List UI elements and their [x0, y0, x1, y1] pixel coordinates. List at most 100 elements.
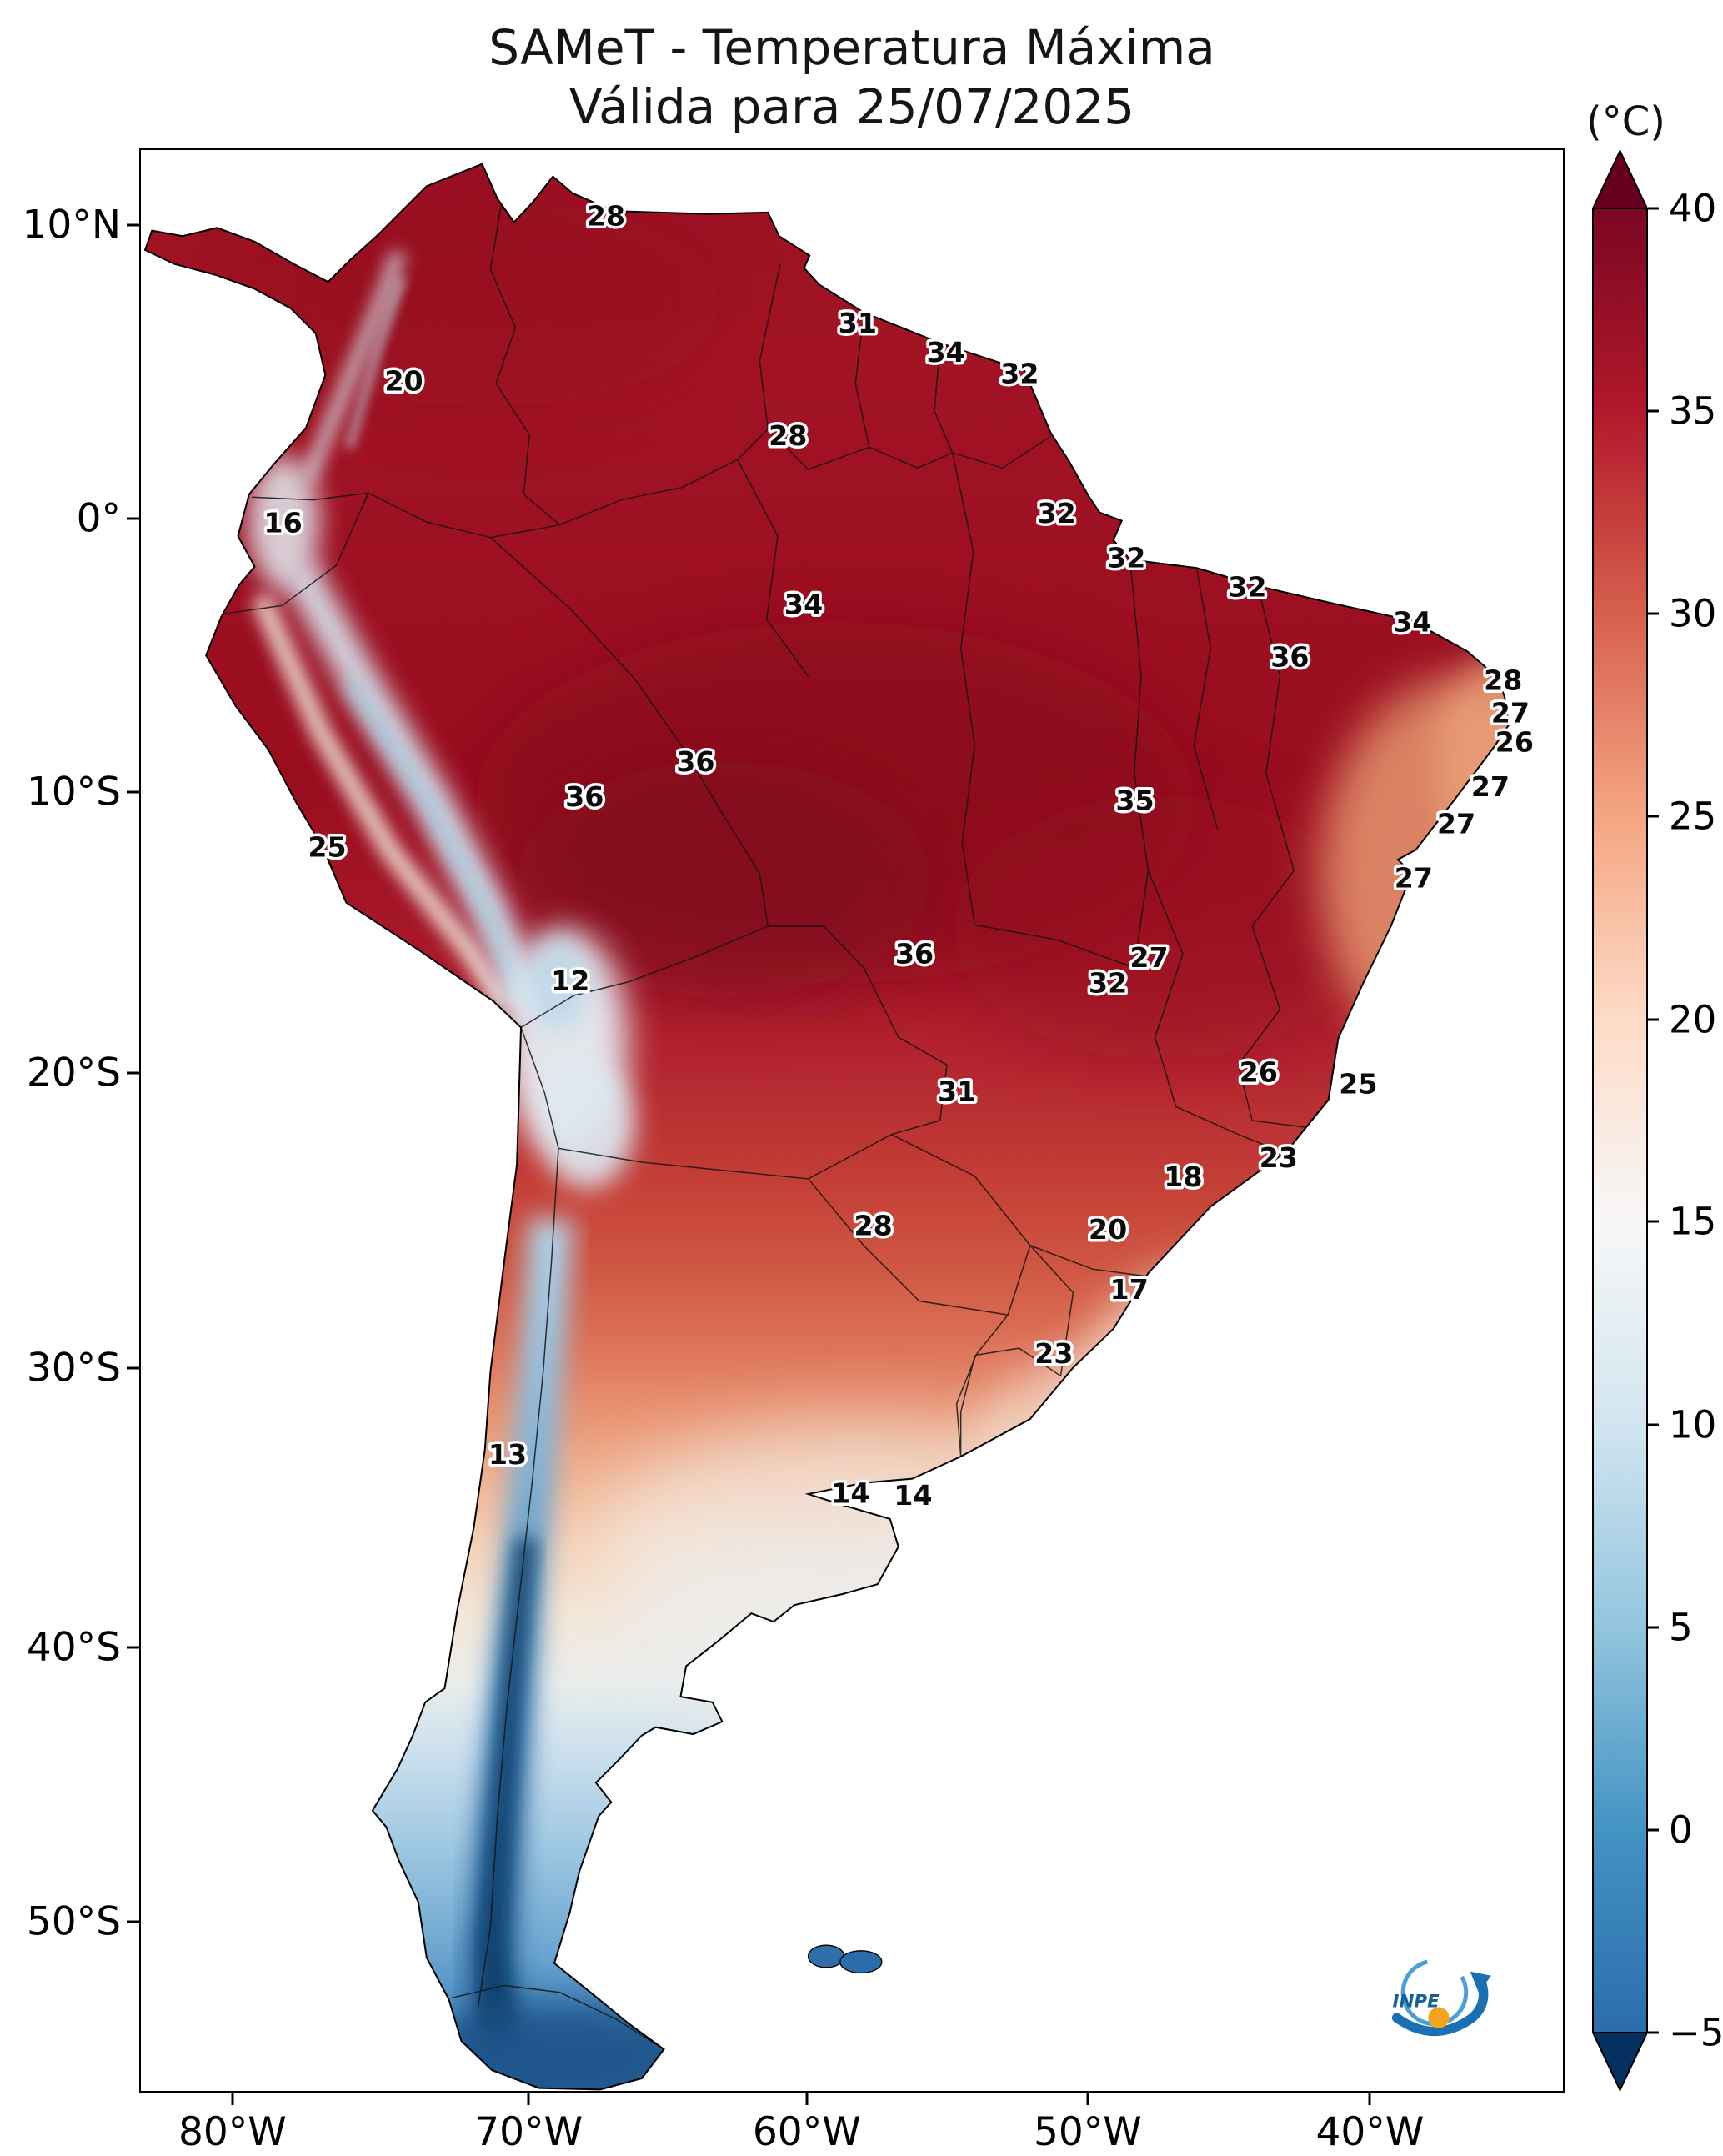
lat-tick-mark	[127, 1646, 139, 1649]
temperature-label: 27	[1491, 697, 1530, 730]
lat-tick-mark	[127, 1920, 139, 1923]
colorbar-tick-mark	[1648, 2031, 1659, 2034]
temperature-label: 27	[1471, 770, 1510, 803]
colorbar-tick-mark	[1648, 409, 1659, 413]
lon-tick-mark	[1368, 2093, 1371, 2105]
temperature-label: 20	[384, 365, 423, 398]
temperature-label: 32	[1089, 966, 1127, 999]
colorbar-tick-label: 25	[1669, 794, 1717, 839]
falkland-islands	[807, 1944, 883, 1974]
temperature-label: 16	[263, 507, 302, 539]
logo-swoosh-icon	[1391, 1975, 1489, 2037]
temperature-label: 32	[1000, 357, 1039, 389]
lat-tick-label: 50°S	[26, 1898, 121, 1945]
colorbar-tick-mark	[1648, 1220, 1659, 1223]
colorbar-tick-label: 20	[1669, 997, 1717, 1041]
lon-tick-label: 70°W	[474, 2109, 584, 2155]
temperature-label: 34	[784, 588, 823, 620]
colorbar-under-triangle	[1592, 2032, 1648, 2093]
temperature-label: 14	[894, 1479, 932, 1512]
colorbar-bar	[1592, 148, 1648, 2093]
colorbar-tick-label: 30	[1669, 591, 1717, 636]
temperature-label: 36	[565, 780, 604, 813]
lat-tick-label: 0°	[76, 495, 121, 542]
temperature-label: 17	[1110, 1273, 1149, 1306]
colorbar-tick-mark	[1648, 1018, 1659, 1020]
temperature-label: 25	[1339, 1067, 1377, 1100]
temperature-label: 34	[1393, 605, 1431, 638]
colorbar-tick-mark	[1648, 1828, 1659, 1832]
inpe-logo: INPE	[1391, 1958, 1491, 2037]
colorbar-tick-mark	[1648, 612, 1659, 615]
temperature-label: 36	[895, 937, 934, 970]
lat-tick-label: 10°S	[26, 769, 121, 815]
lon-tick-mark	[231, 2093, 234, 2105]
colorbar-tick-mark	[1648, 815, 1659, 818]
temperature-label: 13	[488, 1438, 527, 1471]
colorbar-tick-mark	[1648, 1626, 1659, 1629]
colorbar-tick-label: 40	[1669, 186, 1717, 231]
temperature-label: 14	[831, 1477, 869, 1510]
lat-tick-mark	[127, 517, 139, 520]
logo-orange-ball-icon	[1428, 2007, 1450, 2028]
lat-tick-mark	[127, 1366, 139, 1370]
colorbar-body	[1592, 208, 1648, 2033]
lat-tick-label: 40°S	[26, 1624, 121, 1671]
temperature-label: 20	[1089, 1213, 1127, 1246]
lon-tick-mark	[1086, 2093, 1089, 2105]
lat-tick-label: 30°S	[26, 1345, 121, 1391]
colorbar-tick-mark	[1648, 1423, 1659, 1426]
temperature-label: 35	[1115, 784, 1154, 816]
lat-tick-label: 20°S	[26, 1050, 121, 1096]
temperature-label: 32	[1038, 497, 1076, 529]
map-plot: 28 31 34 32 20 28 16 32 32 32 34 34 36 28 27 26 36 27 36 35…	[139, 148, 1565, 2093]
latitude-axis: 10°N 0° 10°S 20°S 30°S 40°S 50°S	[0, 148, 139, 2093]
logo-orbit-icon	[1400, 1958, 1469, 2027]
temperature-label: 36	[676, 745, 714, 778]
temperature-label: 31	[839, 307, 877, 339]
colorbar-tick-label: −5	[1669, 2010, 1723, 2055]
temperature-label: 27	[1129, 941, 1168, 974]
temperature-label: 23	[1034, 1337, 1073, 1370]
colorbar-tick-label: 0	[1669, 1808, 1693, 1853]
internal-borders	[223, 203, 1330, 2050]
temperature-label: 27	[1395, 862, 1433, 895]
temperature-label: 28	[769, 419, 807, 452]
inpe-logo-text: INPE	[1393, 1992, 1440, 2013]
lat-tick-mark	[127, 223, 139, 227]
lon-tick-label: 80°W	[178, 2109, 287, 2155]
lon-tick-label: 60°W	[752, 2109, 861, 2155]
temperature-label: 32	[1228, 571, 1266, 604]
title-line-1: SAMeT - Temperatura Máxima	[488, 19, 1215, 76]
lon-tick-label: 40°W	[1315, 2109, 1425, 2155]
colorbar-tick-mark	[1648, 207, 1659, 210]
longitude-axis: 80°W 70°W 60°W 50°W 40°W	[139, 2093, 1565, 2156]
temperature-label: 34	[927, 336, 965, 369]
lat-tick-label: 10°N	[22, 202, 121, 248]
temperature-label: 28	[587, 200, 625, 233]
temperature-label: 31	[938, 1075, 976, 1108]
figure-title: SAMeT - Temperatura Máxima Válida para 2…	[139, 18, 1565, 137]
temperature-label: 32	[1107, 542, 1145, 574]
temperature-label: 12	[551, 965, 589, 997]
temperature-label: 26	[1495, 726, 1534, 759]
colorbar-tick-label: 15	[1669, 1199, 1717, 1244]
temperature-label: 28	[854, 1209, 892, 1241]
colorbar-tick-label: 10	[1669, 1402, 1717, 1447]
colorbar-tick-label: 5	[1669, 1605, 1693, 1650]
colorbar: 40 35 30 25 20 15 10 5 0 −5	[1592, 148, 1723, 2093]
temperature-label: 36	[1270, 640, 1309, 673]
lon-tick-mark	[527, 2093, 530, 2105]
lat-tick-mark	[127, 1071, 139, 1075]
temperature-label: 25	[308, 830, 346, 863]
lat-tick-mark	[127, 790, 139, 794]
lon-tick-mark	[805, 2093, 809, 2105]
colorbar-over-triangle	[1592, 148, 1648, 209]
temperature-label: 18	[1164, 1161, 1202, 1193]
title-line-2: Válida para 25/07/2025	[568, 78, 1135, 135]
temperature-label: 27	[1437, 807, 1475, 840]
temperature-label: 26	[1240, 1055, 1278, 1088]
lon-tick-label: 50°W	[1033, 2109, 1142, 2155]
